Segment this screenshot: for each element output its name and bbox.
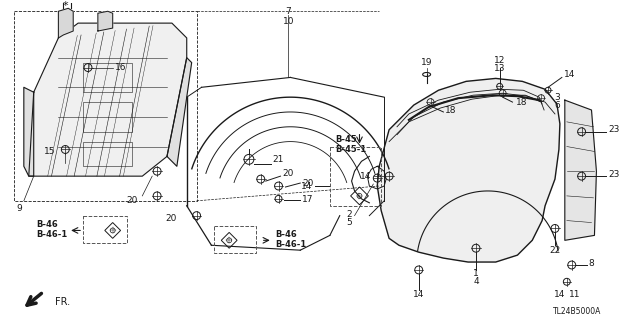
Text: 14: 14 (360, 172, 371, 181)
Text: 14: 14 (301, 182, 312, 190)
Text: 2: 2 (346, 210, 351, 219)
Text: B-46-1: B-46-1 (36, 230, 68, 239)
Text: 18: 18 (445, 106, 457, 115)
Polygon shape (98, 11, 113, 31)
Polygon shape (58, 8, 73, 38)
Text: 8: 8 (589, 258, 595, 268)
Polygon shape (565, 100, 596, 240)
Polygon shape (377, 78, 560, 262)
Text: 4: 4 (473, 277, 479, 286)
Text: 22: 22 (549, 246, 561, 255)
Text: TL24B5000A: TL24B5000A (552, 307, 601, 316)
Text: 13: 13 (494, 64, 506, 73)
Text: 11: 11 (569, 290, 580, 299)
Polygon shape (167, 58, 191, 166)
Text: 1: 1 (473, 269, 479, 278)
Text: FR.: FR. (56, 297, 70, 307)
Text: 21: 21 (273, 155, 284, 164)
Text: 7: 7 (285, 7, 291, 16)
Text: 14: 14 (554, 290, 566, 299)
Text: B-46-1: B-46-1 (276, 240, 307, 249)
Text: 17: 17 (302, 195, 314, 204)
Text: B-46: B-46 (36, 220, 58, 229)
Text: 18: 18 (515, 98, 527, 107)
Text: 20: 20 (166, 214, 177, 223)
Text: 3: 3 (554, 93, 560, 102)
Text: 19: 19 (421, 58, 433, 67)
Text: 14: 14 (413, 290, 424, 299)
Bar (83, 63, 132, 92)
Text: B-45: B-45 (335, 135, 356, 144)
Text: 9: 9 (16, 204, 22, 213)
Text: 23: 23 (608, 125, 620, 134)
Text: 20: 20 (282, 169, 294, 178)
Text: B-45-1: B-45-1 (335, 145, 366, 154)
Text: 20: 20 (302, 179, 314, 188)
Text: 5: 5 (346, 218, 351, 227)
Text: 14: 14 (564, 70, 575, 79)
Bar (83, 102, 132, 132)
Text: 23: 23 (608, 170, 620, 179)
Text: B-46: B-46 (276, 230, 298, 239)
Text: 6: 6 (554, 100, 560, 109)
Text: *: * (63, 1, 68, 11)
Text: 10: 10 (283, 17, 294, 26)
Text: 16: 16 (115, 63, 126, 72)
Polygon shape (29, 23, 187, 176)
Text: 12: 12 (494, 56, 506, 65)
Text: 15: 15 (44, 147, 56, 156)
Bar (83, 142, 132, 166)
Polygon shape (24, 87, 34, 176)
Text: 20: 20 (127, 196, 138, 205)
